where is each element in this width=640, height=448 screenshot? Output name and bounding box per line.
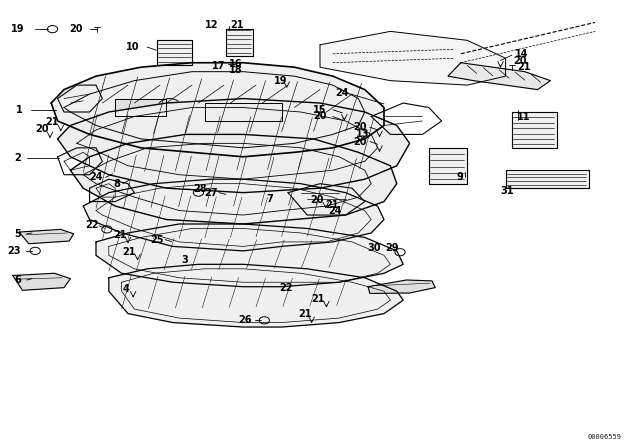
Text: 10: 10	[126, 42, 140, 52]
Text: 15: 15	[313, 105, 327, 115]
Polygon shape	[13, 273, 70, 290]
Text: 20: 20	[310, 195, 324, 205]
Polygon shape	[70, 134, 397, 224]
Text: 6: 6	[14, 275, 20, 285]
Text: 2: 2	[14, 153, 20, 163]
Text: 20: 20	[313, 112, 327, 121]
Text: 22: 22	[279, 283, 293, 293]
Polygon shape	[448, 63, 550, 90]
Text: 7: 7	[267, 194, 273, 204]
Text: 24: 24	[335, 88, 349, 98]
Text: 14: 14	[515, 49, 529, 59]
Polygon shape	[19, 229, 74, 244]
Text: 00006559: 00006559	[588, 434, 622, 440]
Text: 29: 29	[385, 243, 399, 253]
Polygon shape	[58, 99, 410, 193]
Text: 20: 20	[353, 137, 367, 146]
Text: 26: 26	[238, 315, 252, 325]
Text: 16: 16	[228, 59, 243, 69]
Text: 17: 17	[212, 61, 226, 71]
Circle shape	[158, 99, 181, 115]
Text: 21: 21	[45, 117, 60, 127]
Text: 21: 21	[516, 62, 531, 72]
Text: 21: 21	[230, 20, 244, 30]
Text: 25: 25	[150, 235, 164, 245]
Text: 21: 21	[122, 247, 136, 257]
Text: 9: 9	[456, 172, 463, 181]
Text: 27: 27	[204, 188, 218, 198]
Text: 19: 19	[273, 76, 287, 86]
Polygon shape	[96, 224, 403, 287]
Text: 21: 21	[298, 310, 312, 319]
Polygon shape	[512, 112, 557, 148]
Polygon shape	[506, 170, 589, 188]
Text: 28: 28	[193, 184, 207, 194]
Text: 5: 5	[14, 229, 20, 239]
Polygon shape	[51, 63, 384, 157]
Text: 20: 20	[35, 124, 49, 134]
Polygon shape	[288, 184, 365, 215]
Text: 12: 12	[204, 20, 218, 30]
Polygon shape	[115, 99, 166, 116]
Text: 1: 1	[16, 105, 22, 115]
Text: 30: 30	[367, 243, 381, 253]
Text: 21: 21	[324, 200, 339, 210]
Text: 24: 24	[89, 172, 103, 182]
Text: 20: 20	[513, 56, 527, 66]
Text: 21: 21	[311, 294, 325, 304]
Text: 13: 13	[356, 129, 370, 139]
Polygon shape	[429, 148, 467, 184]
Polygon shape	[83, 179, 384, 251]
Text: 20: 20	[68, 24, 83, 34]
Text: 19: 19	[11, 24, 25, 34]
Text: 31: 31	[500, 186, 515, 196]
Text: 23: 23	[7, 246, 21, 256]
Text: 22: 22	[84, 220, 99, 230]
Text: 11: 11	[516, 112, 531, 122]
Polygon shape	[368, 280, 435, 293]
Text: 21: 21	[113, 230, 127, 240]
Text: 4: 4	[123, 284, 129, 294]
Polygon shape	[109, 264, 403, 327]
Polygon shape	[205, 103, 282, 121]
Text: 8: 8	[114, 179, 120, 189]
Text: 20: 20	[353, 122, 367, 132]
Polygon shape	[226, 29, 253, 56]
Text: 3: 3	[181, 255, 188, 265]
Text: 18: 18	[228, 65, 243, 75]
Text: 24: 24	[328, 206, 342, 215]
Polygon shape	[157, 40, 192, 65]
Polygon shape	[320, 31, 506, 85]
